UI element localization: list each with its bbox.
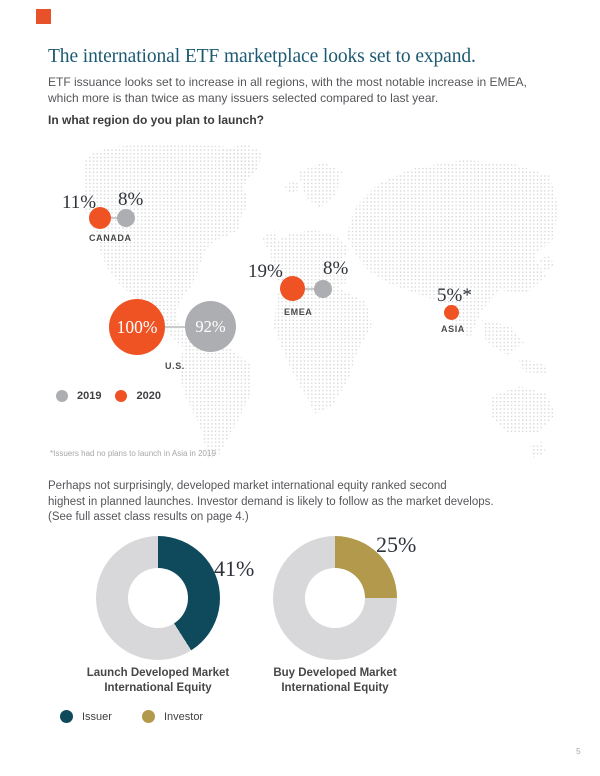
continent-africa bbox=[274, 286, 372, 414]
map-footnote: *Issuers had no plans to launch in Asia … bbox=[50, 449, 216, 458]
region-label-asia: ASIA bbox=[441, 324, 465, 334]
bubble-canada-2020 bbox=[89, 207, 111, 229]
emea-connector-line bbox=[305, 288, 315, 290]
brand-logo-square bbox=[36, 9, 51, 24]
donut-hole bbox=[305, 568, 365, 628]
region-label-emea: EMEA bbox=[284, 307, 313, 317]
bubble-emea-2019 bbox=[314, 280, 332, 298]
donut-chart-buy bbox=[273, 536, 397, 660]
islands-indonesia bbox=[518, 358, 548, 374]
canada-2020-percent: 11% bbox=[62, 192, 97, 213]
region-label-us: U.S. bbox=[165, 361, 185, 371]
page-title: The international ETF marketplace looks … bbox=[48, 46, 476, 67]
island-greenland bbox=[220, 144, 262, 180]
donut-hole bbox=[128, 568, 188, 628]
bubble-asia-2020 bbox=[444, 305, 459, 320]
continent-scandinavia bbox=[298, 162, 342, 208]
donut-legend: Issuer Investor bbox=[60, 710, 203, 723]
continent-asia bbox=[346, 160, 558, 338]
donut-chart-launch bbox=[96, 536, 220, 660]
continent-south-america bbox=[178, 340, 252, 458]
donut-launch-percent: 41% bbox=[214, 556, 255, 581]
emea-2019-percent: 8% bbox=[323, 258, 349, 279]
chart-question-heading: In what region do you plan to launch? bbox=[48, 113, 264, 127]
legend-item-investor: Investor bbox=[141, 710, 204, 723]
legend-item-2020: 2020 bbox=[115, 390, 161, 402]
legend-dot-2020-icon bbox=[115, 390, 128, 402]
legend-dot-2019-icon bbox=[56, 390, 68, 402]
page-number: 5 bbox=[576, 746, 581, 756]
island-iceland bbox=[284, 180, 300, 194]
legend-label-2020: 2020 bbox=[136, 390, 161, 402]
us-2020-percent: 100% bbox=[116, 316, 158, 337]
legend-label-investor: Investor bbox=[163, 710, 204, 723]
map-legend: 2019 2020 bbox=[56, 390, 161, 402]
us-connector-line bbox=[163, 326, 186, 328]
bubble-us-2019: 92% bbox=[185, 301, 236, 352]
legend-dot-investor-icon bbox=[141, 710, 155, 723]
legend-item-2019: 2019 bbox=[56, 390, 101, 402]
legend-dot-issuer-icon bbox=[60, 710, 73, 723]
legend-label-2019: 2019 bbox=[77, 390, 102, 402]
asia-2020-percent: 5%* bbox=[437, 285, 472, 306]
bubble-canada-2019 bbox=[117, 209, 135, 227]
donut-buy-caption: Buy Developed Market International Equit… bbox=[273, 667, 397, 694]
region-label-canada: CANADA bbox=[89, 233, 132, 243]
bubble-emea-2020 bbox=[280, 276, 305, 301]
intro-paragraph: ETF issuance looks set to increase in al… bbox=[48, 75, 527, 105]
bubble-us-2020: 100% bbox=[109, 299, 165, 355]
continent-north-america bbox=[83, 144, 257, 350]
us-2019-percent: 92% bbox=[195, 316, 226, 336]
region-southeast-asia bbox=[482, 320, 524, 356]
donut-launch-caption: Launch Developed Market International Eq… bbox=[86, 667, 230, 694]
donut-intro-paragraph: Perhaps not surprisingly, developed mark… bbox=[48, 480, 494, 523]
continent-australia bbox=[492, 386, 556, 434]
world-map-dotted bbox=[83, 144, 558, 458]
canada-connector-line bbox=[108, 217, 119, 219]
canada-2019-percent: 8% bbox=[118, 189, 144, 210]
emea-2020-percent: 19% bbox=[248, 261, 283, 282]
islands-new-zealand bbox=[530, 442, 546, 458]
islands-japan bbox=[540, 254, 554, 272]
donut-buy-percent: 25% bbox=[376, 532, 417, 557]
legend-item-issuer: Issuer bbox=[60, 710, 112, 723]
legend-label-issuer: Issuer bbox=[82, 710, 112, 723]
